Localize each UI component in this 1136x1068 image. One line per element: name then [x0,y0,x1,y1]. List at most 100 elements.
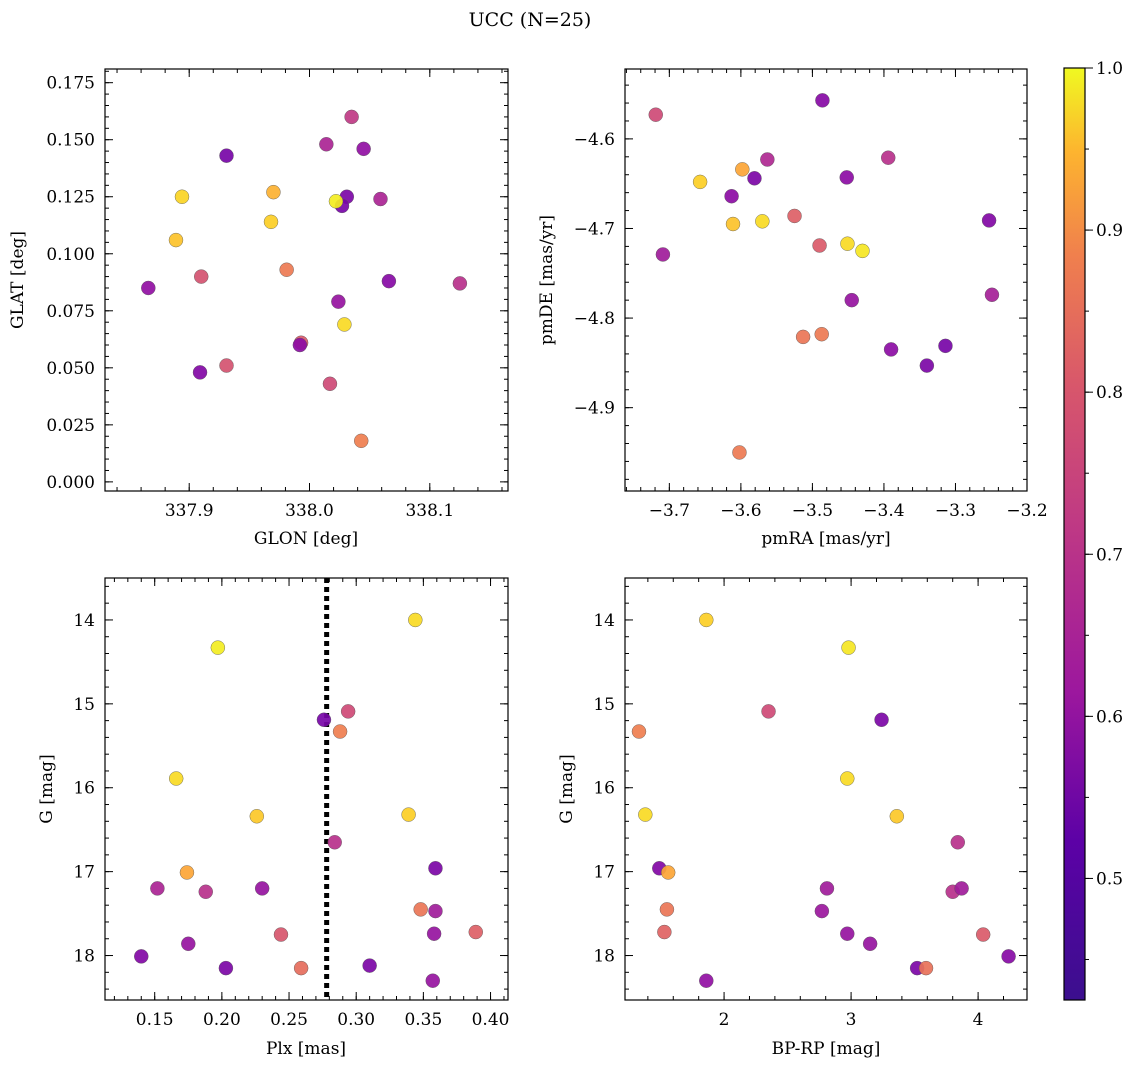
x-tick-label: 0.20 [203,1010,241,1030]
colorbar-tick-label: 1.0 [1096,59,1123,79]
data-point [814,903,830,919]
panel-pmra-pmde-points [648,93,1000,460]
y-tick-label: −4.8 [574,309,615,329]
y-tick-label: −4.7 [574,219,615,239]
data-point [981,213,997,228]
panel-plx-g-frame [104,577,509,1001]
data-point [254,881,270,896]
y-tick-label: 18 [593,947,615,967]
data-point [840,771,855,786]
data-point [381,273,397,289]
data-point [425,973,440,988]
data-point [725,216,741,232]
y-tick-label: 14 [593,611,615,631]
data-point [428,861,443,876]
x-tick-label: −3.3 [935,501,976,521]
data-point [168,771,184,786]
data-point [795,329,811,345]
data-point [657,924,672,940]
y-tick-label: 15 [593,695,615,715]
x-tick-label: 0.35 [404,1010,442,1030]
panel-pmra-pmde-ticks: −3.7 −3.6 −3.5 −3.4 −3.3 −3.2 −4.9 −4.8 −4.7 −4.6 [574,69,1048,521]
data-point [198,884,213,899]
panel-plx-g: 0.15 0.20 0.25 0.30 0.35 0.40 14 15 16 17 18 Plx [… [37,577,510,1059]
data-point [815,93,830,108]
x-tick-label: 4 [973,1010,984,1030]
y-tick-label: 14 [73,611,95,631]
data-point [319,137,334,152]
data-point [273,927,289,942]
colorbar-tick-label: 0.8 [1096,383,1123,403]
data-point [950,835,965,850]
colorbar: 0.5 0.6 0.7 0.8 0.9 1.0 [1063,59,1123,1001]
panel-bprp-g-ticks: 2 3 4 14 15 16 17 18 [593,578,1027,1030]
data-point [266,184,281,200]
data-point [356,141,371,157]
data-point [219,358,234,373]
y-tick-label: 0.125 [46,188,95,208]
y-tick-label: 16 [73,779,95,799]
data-point [747,171,762,186]
panel-bprp-g-xlabel: BP-RP [mag] [772,1039,881,1059]
data-point [340,704,356,719]
data-point [699,973,714,988]
x-tick-label: −3.7 [649,501,690,521]
x-tick-label: −3.6 [720,501,761,521]
data-point [724,189,739,204]
x-tick-label: −3.5 [792,501,833,521]
data-point [327,835,342,850]
y-tick-label: 17 [73,863,95,883]
x-tick-label: 0.15 [136,1010,174,1030]
x-tick-label: 0.30 [337,1010,375,1030]
data-point [889,809,905,824]
data-point [452,276,468,291]
data-point [168,232,184,248]
data-point [883,342,899,357]
data-point [401,807,416,822]
data-point [134,949,149,964]
y-tick-label: 0.075 [46,302,95,322]
x-tick-label: 338.0 [285,501,334,521]
panel-bprp-g: 2 3 4 14 15 16 17 18 BP-RP [mag] G [mag] [557,577,1028,1059]
data-point [735,162,750,177]
x-tick-label: 0.40 [472,1010,510,1030]
data-point [219,148,234,163]
data-point [344,109,359,125]
data-point [862,936,878,951]
panel-pmra-pmde: −3.7 −3.6 −3.5 −3.4 −3.3 −3.2 −4.9 −4.8 −4.7 −4.6… [537,68,1048,549]
panel-glon-glat-points [141,109,468,449]
x-tick-label: 2 [719,1010,730,1030]
y-tick-label: 0.025 [46,416,95,436]
data-point [293,960,309,976]
data-point [210,640,226,655]
data-point [655,247,671,262]
data-point [328,194,344,209]
x-tick-label: 338.1 [405,501,454,521]
data-point [761,704,776,719]
data-point [660,865,676,880]
data-point [954,881,969,896]
data-point [426,926,442,941]
y-tick-label: 0.100 [46,245,95,265]
data-point [263,214,279,230]
x-tick-label: −3.4 [863,501,904,521]
panel-glon-glat-frame [104,68,509,492]
panel-glon-glat: 337.9 338.0 338.1 0.000 0.025 0.050 0.075 0.100… [8,68,509,549]
data-point [354,433,369,449]
y-tick-label: −4.6 [574,130,615,150]
data-point [631,724,647,739]
data-point [179,865,195,880]
data-point [919,358,935,373]
data-point [840,926,855,941]
panel-bprp-g-frame [624,577,1028,1001]
data-point [174,189,190,204]
data-point [316,712,332,727]
data-point [975,927,991,942]
panel-glon-glat-ylabel: GLAT [deg] [8,231,28,329]
panel-pmra-pmde-frame [624,68,1028,492]
data-point [322,376,338,391]
data-point [192,365,208,380]
y-tick-label: 0.050 [46,359,95,379]
data-point [141,280,156,296]
y-tick-label: −4.9 [574,399,615,419]
